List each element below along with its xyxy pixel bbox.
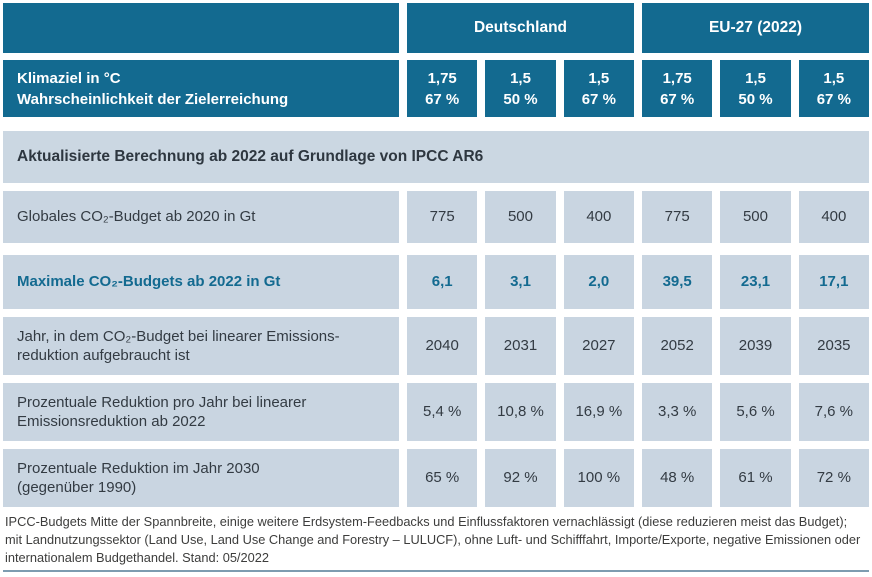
value-cell: 92 % — [485, 449, 556, 507]
climate-target-value: 1,5 50 % — [720, 60, 791, 117]
value-cell: 6,1 — [407, 255, 478, 309]
value-cell: 100 % — [563, 449, 634, 507]
table-row-annual-reduction: Prozentuale Reduktion pro Jahr bei linea… — [3, 383, 869, 441]
value-cell: 10,8 % — [485, 383, 556, 441]
value-cell: 5,4 % — [407, 383, 478, 441]
value-cell: 2031 — [485, 317, 556, 375]
column-group-eu27: EU-27 (2022) — [642, 3, 869, 53]
value-cell: 23,1 — [720, 255, 791, 309]
value-cell: 48 % — [642, 449, 713, 507]
climate-target-row: Klimaziel in °C Wahrscheinlichkeit der Z… — [3, 60, 869, 117]
row-label: Maximale CO₂-Budgets ab 2022 in Gt — [3, 255, 399, 309]
climate-target-value: 1,75 67 % — [407, 60, 478, 117]
footnote: IPCC-Budgets Mitte der Spannbreite, eini… — [5, 514, 861, 565]
value-cell: 500 — [485, 191, 556, 243]
value-cell: 2052 — [642, 317, 713, 375]
value-cell: 16,9 % — [563, 383, 634, 441]
value-cell: 72 % — [798, 449, 869, 507]
table-row-global-budget: Globales CO₂-Budget ab 2020 in Gt 775 50… — [3, 191, 869, 243]
value-cell: 2040 — [407, 317, 478, 375]
value-cell: 775 — [642, 191, 713, 243]
value-cell: 5,6 % — [720, 383, 791, 441]
table-row-reduction-2030: Prozentuale Reduktion im Jahr 2030 (gege… — [3, 449, 869, 507]
value-cell: 2,0 — [563, 255, 634, 309]
value-cell: 3,3 % — [642, 383, 713, 441]
table-row-max-budget: Maximale CO₂-Budgets ab 2022 in Gt 6,1 3… — [3, 255, 869, 309]
row-label: Jahr, in dem CO₂-Budget bei linearer Emi… — [3, 317, 399, 375]
value-cell: 39,5 — [642, 255, 713, 309]
value-cell: 7,6 % — [798, 383, 869, 441]
value-cell: 65 % — [407, 449, 478, 507]
value-cell: 775 — [407, 191, 478, 243]
row-label: Prozentuale Reduktion pro Jahr bei linea… — [3, 383, 399, 441]
value-cell: 2035 — [798, 317, 869, 375]
column-group-deutschland: Deutschland — [407, 3, 634, 53]
value-cell: 61 % — [720, 449, 791, 507]
column-group-header-row: Deutschland EU-27 (2022) — [3, 3, 869, 53]
value-cell: 400 — [563, 191, 634, 243]
climate-target-value: 1,5 50 % — [485, 60, 556, 117]
table-row-depletion-year: Jahr, in dem CO₂-Budget bei linearer Emi… — [3, 317, 869, 375]
bottom-divider — [3, 569, 869, 572]
climate-target-value: 1,5 67 % — [563, 60, 634, 117]
row-label: Globales CO₂-Budget ab 2020 in Gt — [3, 191, 399, 243]
value-cell: 2027 — [563, 317, 634, 375]
value-cell: 400 — [798, 191, 869, 243]
climate-target-label: Klimaziel in °C Wahrscheinlichkeit der Z… — [3, 60, 399, 117]
value-cell: 500 — [720, 191, 791, 243]
value-cell: 3,1 — [485, 255, 556, 309]
row-label: Prozentuale Reduktion im Jahr 2030 (gege… — [3, 449, 399, 507]
climate-target-value: 1,75 67 % — [642, 60, 713, 117]
value-cell: 17,1 — [798, 255, 869, 309]
corner-spacer — [3, 3, 399, 53]
climate-target-value: 1,5 67 % — [798, 60, 869, 117]
value-cell: 2039 — [720, 317, 791, 375]
section-header: Aktualisierte Berechnung ab 2022 auf Gru… — [3, 131, 869, 183]
